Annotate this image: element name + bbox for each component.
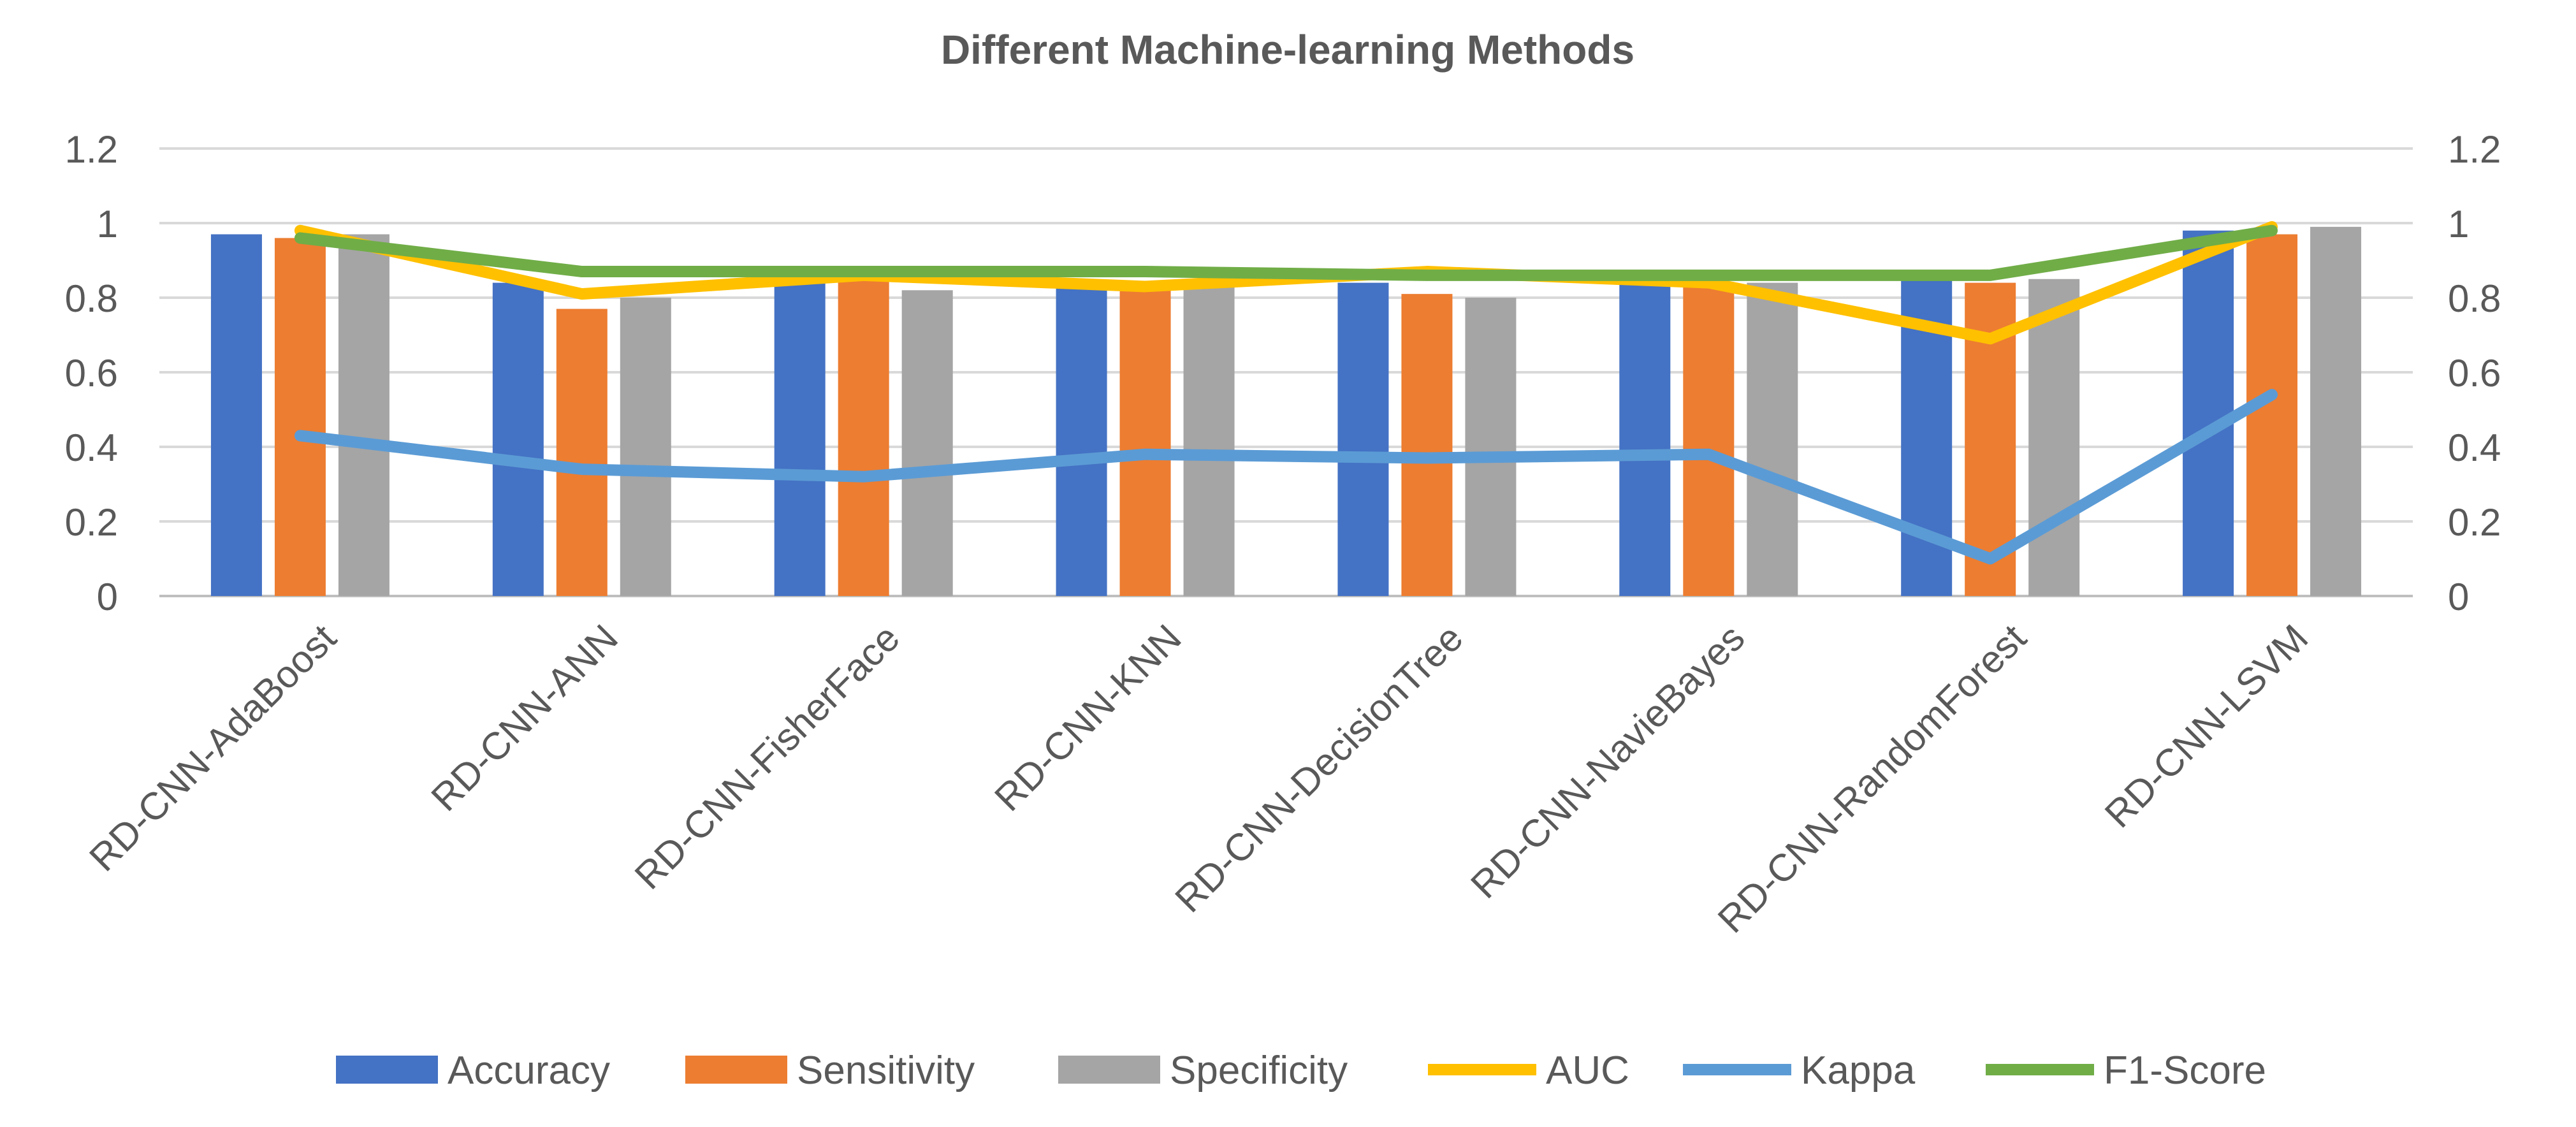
legend-label-auc: AUC (1546, 1049, 1629, 1093)
y-tick-label: 0.4 (65, 426, 118, 469)
y2-tick-label: 1.2 (2448, 128, 2501, 171)
bar-specificity (2028, 279, 2080, 596)
legend-swatch-sensitivity (685, 1056, 787, 1084)
bar-sensitivity (2246, 234, 2298, 596)
y2-tick-label: 0 (2448, 576, 2469, 618)
bar-sensitivity (1683, 282, 1735, 596)
y-tick-label: 1 (97, 203, 118, 245)
bar-accuracy (210, 234, 262, 596)
legend-label-sensitivity: Sensitivity (797, 1049, 975, 1093)
bar-specificity (1465, 298, 1517, 596)
lines (294, 221, 2278, 565)
y-tick-label: 0.6 (65, 352, 118, 395)
y-tick-label: 1.2 (65, 128, 118, 171)
x-axis: RD-CNN-AdaBoost RD-CNN-ANN RD-CNN-FisherFa… (81, 616, 2316, 942)
y-axis-right: 0 0.2 0.4 0.6 0.8 1 1.2 (2448, 128, 2501, 618)
bar-specificity (338, 234, 389, 596)
y2-tick-label: 1 (2448, 203, 2469, 245)
y-tick-label: 0.2 (65, 501, 118, 544)
x-tick-label: RD-CNN-DecisionTree (1167, 616, 1471, 920)
x-tick-label: RD-CNN-LSVM (2097, 616, 2316, 836)
chart-title: Different Machine-learning Methods (941, 27, 1634, 73)
legend-swatch-accuracy (336, 1056, 438, 1084)
x-tick-label: RD-CNN-AdaBoost (81, 616, 344, 880)
y2-tick-label: 0.4 (2448, 426, 2501, 469)
bar-accuracy (2183, 230, 2234, 596)
x-tick-label: RD-CNN-ANN (423, 616, 626, 819)
legend-label-f1-score: F1-Score (2104, 1049, 2266, 1093)
bar-accuracy (774, 279, 826, 596)
x-tick-label: RD-CNN-FisherFace (627, 616, 908, 898)
line-f1-score (294, 224, 2278, 281)
legend-label-kappa: Kappa (1801, 1049, 1916, 1093)
bar-sensitivity (838, 279, 889, 596)
y2-tick-label: 0.2 (2448, 501, 2501, 544)
bar-sensitivity (1119, 282, 1171, 596)
x-tick-label: RD-CNN-RandomForest (1710, 616, 2035, 942)
x-tick-label: RD-CNN-NavieBayes (1462, 616, 1752, 906)
y2-tick-label: 0.6 (2448, 352, 2501, 395)
x-tick-label: RD-CNN-KNN (986, 616, 1189, 819)
legend: Accuracy Sensitivity Specificity AUC Kappa F1… (336, 1049, 2266, 1093)
bar-specificity (901, 290, 953, 596)
bar-sensitivity (556, 309, 608, 596)
y2-tick-label: 0.8 (2448, 277, 2501, 320)
bar-accuracy (1337, 282, 1389, 596)
line-kappa (294, 389, 2278, 565)
bar-accuracy (1056, 282, 1107, 596)
bar-accuracy (492, 282, 544, 596)
bar-specificity (2310, 226, 2362, 597)
y-axis-left: 0 0.2 0.4 0.6 0.8 1 1.2 (65, 128, 118, 618)
legend-label-accuracy: Accuracy (448, 1049, 610, 1093)
bars (210, 226, 2362, 597)
bar-sensitivity (274, 238, 326, 596)
legend-label-specificity: Specificity (1170, 1049, 1348, 1093)
bar-accuracy (1619, 282, 1671, 596)
bar-sensitivity (1401, 294, 1453, 596)
bar-specificity (1183, 282, 1235, 596)
legend-swatch-specificity (1058, 1056, 1160, 1084)
y-tick-label: 0 (97, 576, 118, 618)
bar-specificity (1747, 282, 1798, 596)
bar-specificity (620, 298, 671, 596)
y-tick-label: 0.8 (65, 277, 118, 320)
